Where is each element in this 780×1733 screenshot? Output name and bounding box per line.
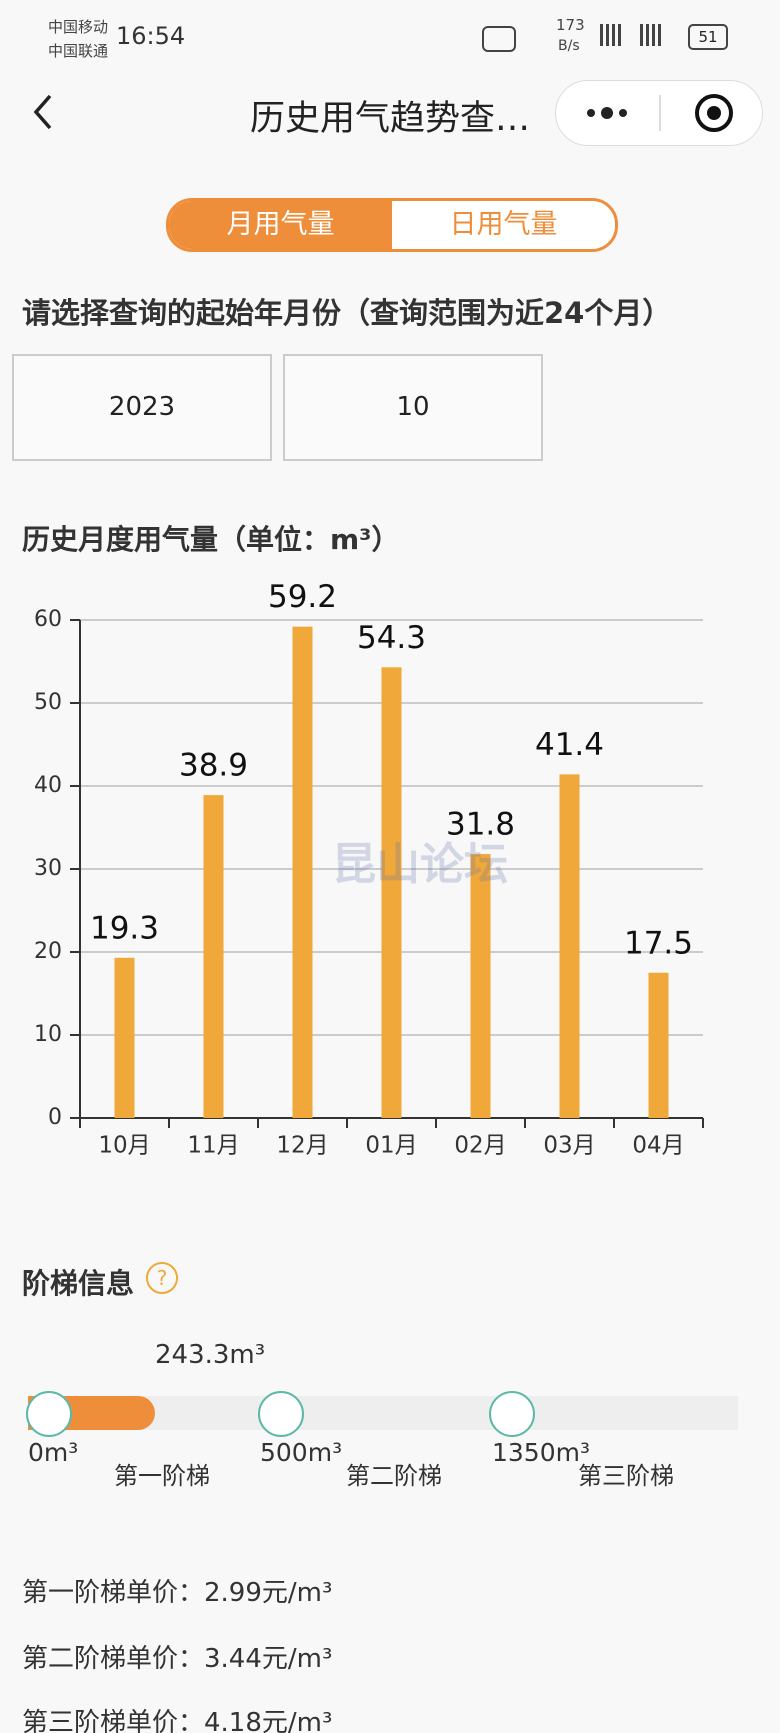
value-label: 54.3	[357, 620, 426, 656]
prompt: 请选择查询的起始年月份（查询范围为近24个月）	[22, 296, 672, 330]
net-speed-unit: B/s	[558, 38, 580, 54]
page-title: 历史用气趋势查…	[250, 99, 531, 139]
chart: 0 10 20 30 40 50 60 10月 19.3 11月 38.9 12月 59.2 01月 54.…	[34, 579, 704, 1159]
x-tick-label: 01月	[365, 1133, 417, 1159]
help-icon[interactable]: ?	[146, 1262, 178, 1294]
capsule-icons	[587, 94, 733, 132]
y-tick-label: 40	[34, 773, 62, 798]
year-select[interactable]: 2023	[12, 354, 272, 461]
bar	[381, 667, 402, 1118]
bar	[559, 774, 580, 1118]
bar	[114, 957, 135, 1118]
bar	[203, 795, 224, 1118]
y-tick-label: 60	[34, 607, 62, 632]
value-label: 31.8	[446, 807, 515, 843]
tier-price: 第一阶梯单价：2.99元/m³	[22, 1578, 333, 1608]
tier-price: 第三阶梯单价：4.18元/m³	[22, 1708, 333, 1733]
x-tick-label: 11月	[187, 1133, 239, 1159]
carrier: 中国移动	[48, 18, 109, 36]
x-tick-label: 02月	[454, 1133, 506, 1159]
tier-node	[26, 1391, 72, 1437]
clock: 16:54	[116, 22, 186, 50]
y-tick-label: 20	[34, 939, 62, 964]
tab-switch: 月用气量 日用气量	[166, 198, 618, 252]
value-label: 38.9	[179, 748, 248, 784]
watermark: 昆山论坛	[332, 839, 508, 890]
tab[interactable]: 月用气量	[169, 201, 392, 249]
month-select[interactable]: 10	[283, 354, 543, 461]
y-tick-label: 0	[48, 1105, 62, 1130]
carrier: 中国联通	[48, 42, 109, 60]
capsule	[555, 80, 763, 146]
tier-name: 第二阶梯	[346, 1462, 442, 1490]
chart-title: 历史月度用气量（单位：m³）	[22, 523, 400, 556]
signal	[600, 24, 624, 46]
x-tick-label: 03月	[543, 1133, 595, 1159]
value-label: 19.3	[90, 910, 159, 946]
tier-name: 第一阶梯	[114, 1462, 210, 1490]
x-tick-label: 10月	[98, 1133, 150, 1159]
tier-node	[258, 1391, 304, 1437]
signal	[640, 24, 664, 46]
tier-title: 阶梯信息	[22, 1267, 135, 1300]
back-button[interactable]	[28, 92, 58, 132]
value-label: 59.2	[268, 579, 337, 615]
tier-threshold: 500m³	[260, 1438, 343, 1467]
y-tick-label: 10	[34, 1022, 62, 1047]
x-tick-label: 12月	[276, 1133, 328, 1159]
tier-price: 第二阶梯单价：3.44元/m³	[22, 1644, 333, 1674]
tier-threshold: 0m³	[28, 1438, 79, 1467]
tab[interactable]: 日用气量	[449, 209, 558, 240]
bar	[292, 626, 313, 1118]
status-icons	[482, 26, 516, 52]
bar	[470, 854, 491, 1118]
battery: 51	[688, 24, 728, 50]
value-label: 41.4	[535, 727, 604, 763]
bar	[648, 972, 669, 1118]
tier-threshold: 1350m³	[492, 1438, 590, 1467]
value-label: 17.5	[624, 925, 693, 961]
x-tick-label: 04月	[632, 1133, 684, 1159]
y-tick-label: 50	[34, 690, 62, 715]
usage-label: 243.3m³	[155, 1340, 266, 1370]
tier-node	[489, 1391, 535, 1437]
y-tick-label: 30	[34, 856, 62, 881]
net-speed: 173	[556, 16, 585, 34]
tier-name: 第三阶梯	[578, 1462, 674, 1490]
